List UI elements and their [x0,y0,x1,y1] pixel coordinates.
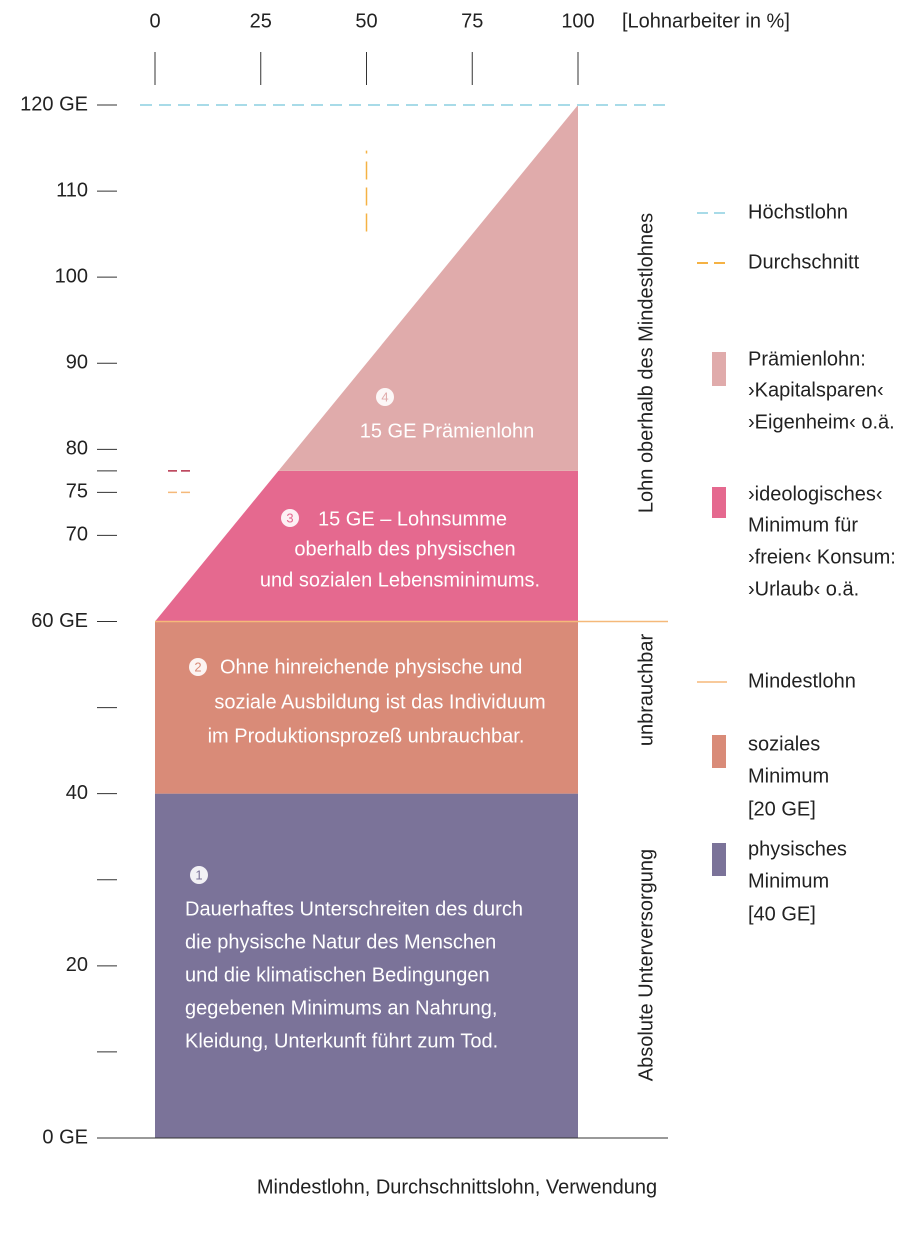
region-text: im Produktionsprozeß unbrauchbar. [208,725,525,747]
legend-text: physisches [748,838,847,860]
legend-icon [712,487,726,518]
region [155,793,578,1138]
y-tick-label: 70 [66,524,88,546]
region-number: 2 [194,659,201,674]
legend-text: ›Kapitalsparen‹ [748,379,884,401]
region-text: 15 GE – Lohnsumme [318,508,507,530]
legend-text: ›Urlaub‹ o.ä. [748,578,859,600]
legend-icon [712,735,726,768]
region-text: und die klimatischen Bedingungen [185,964,490,986]
legend-text: [20 GE] [748,798,816,820]
legend-text: Minimum für [748,514,858,536]
number-badge [189,658,207,676]
y-tick-label: 75 [66,481,88,503]
y-tick-label: 110 [56,179,88,201]
x-tick-label: 25 [250,10,272,32]
legend-text: Prämienlohn: [748,348,866,370]
legend-text: ›freien‹ Konsum: [748,546,896,568]
legend-text: Mindestlohn [748,670,856,692]
side-label: Absolute Unterversorgung [635,849,657,1081]
y-tick-label: 0 GE [42,1126,88,1148]
legend-text: Durchschnitt [748,251,860,273]
y-tick-label: 80 [66,438,88,460]
region-text: die physische Natur des Menschen [185,931,496,953]
region-text: soziale Ausbildung ist das Individuum [214,691,545,713]
region-number: 4 [381,389,388,404]
legend-text: soziales [748,733,820,755]
y-tick-label: 120 GE [20,93,88,115]
region-text: Dauerhaftes Unterschreiten des durch [185,898,523,920]
x-tick-label: 100 [561,10,594,32]
legend-text: Höchstlohn [748,201,848,223]
legend-text: Minimum [748,765,829,787]
caption: Mindestlohn, Durchschnittslohn, Verwendu… [257,1176,657,1198]
region-text: Kleidung, Unterkunft führt zum Tod. [185,1030,498,1052]
region [278,105,578,471]
x-tick-label: 0 [149,10,160,32]
side-label: unbrauchbar [635,634,657,747]
region-text: und sozialen Lebensminimums. [260,569,540,591]
side-label: Lohn oberhalb des Mindestlohnes [635,213,657,513]
legend-text: Minimum [748,870,829,892]
region-text: Ohne hinreichende physische und [220,656,522,678]
x-axis-label: [Lohnarbeiter in %] [622,10,790,32]
number-badge [281,509,299,527]
region-text: oberhalb des physischen [294,538,515,560]
region [155,470,578,622]
legend-icon [712,352,726,386]
y-tick-label: 100 [55,265,88,287]
legend-text: ›Eigenheim‹ o.ä. [748,411,895,433]
region [155,621,578,794]
legend-text: [40 GE] [748,903,816,925]
y-tick-label: 90 [66,352,88,374]
number-badge [376,388,394,406]
number-badge [190,866,208,884]
region-text: 15 GE Prämienlohn [360,420,535,442]
y-tick-label: 40 [66,782,88,804]
region-text: gegebenen Minimums an Nahrung, [185,997,497,1019]
legend-text: ›ideologisches‹ [748,483,883,505]
region-number: 1 [195,867,202,882]
x-tick-label: 75 [461,10,483,32]
legend-icon [712,843,726,876]
y-tick-label: 20 [66,954,88,976]
y-tick-label: 60 GE [31,610,88,632]
x-tick-label: 50 [355,10,377,32]
region-number: 3 [286,510,293,525]
